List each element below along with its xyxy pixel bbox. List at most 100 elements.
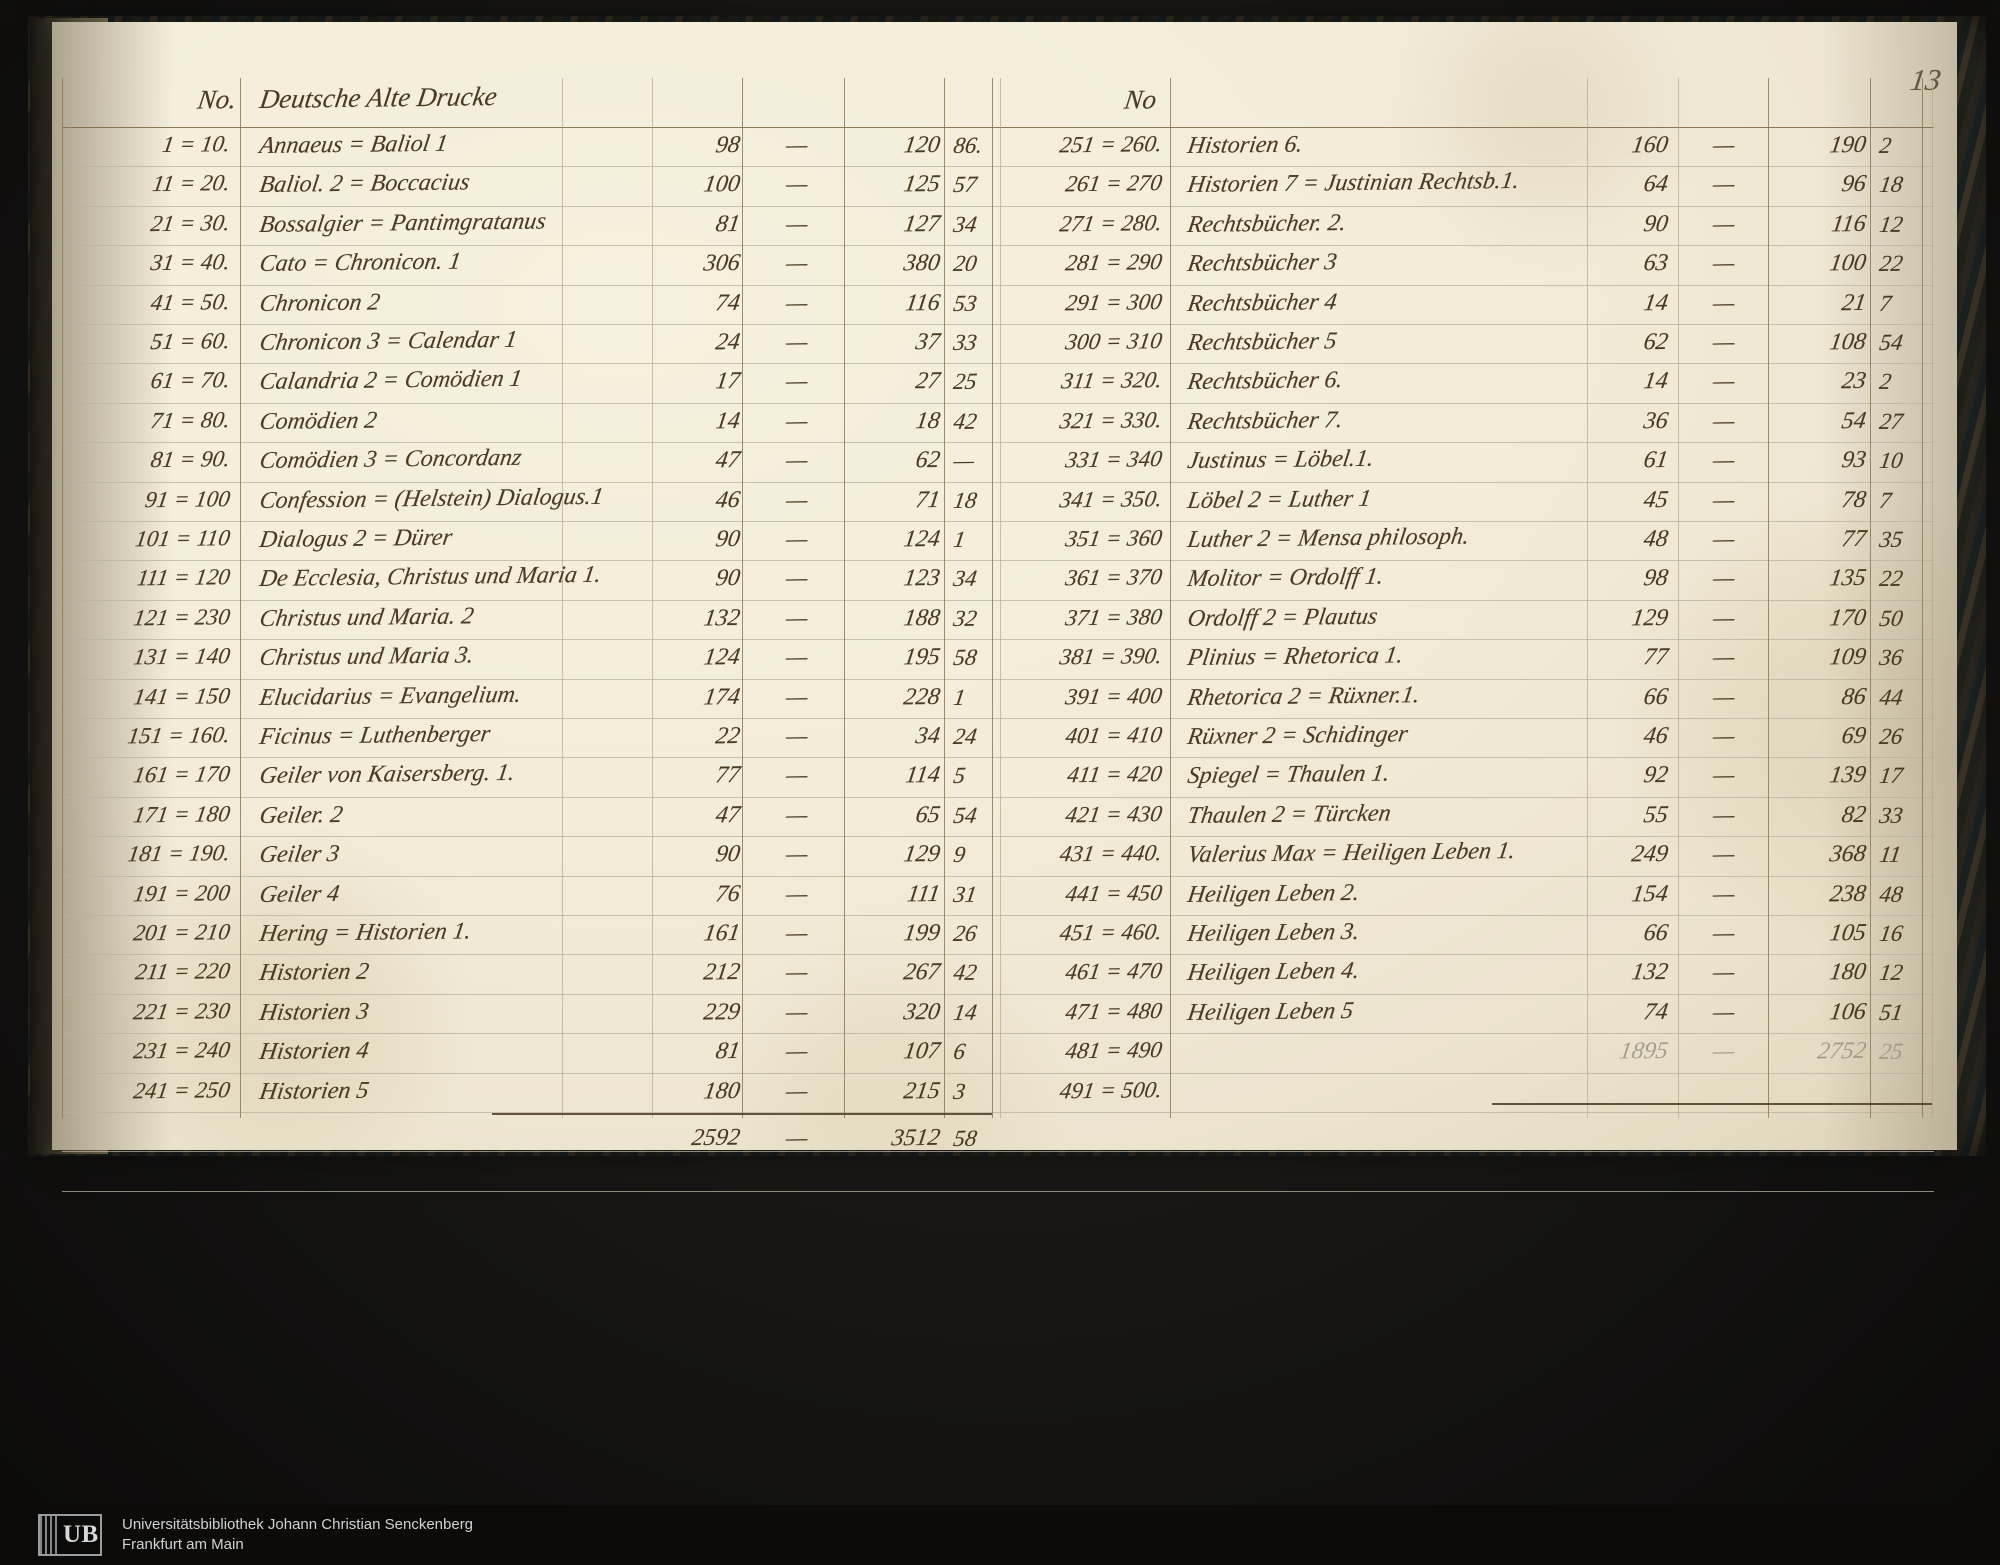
count-copies-right: 90	[1641, 210, 1670, 238]
dash-left: —	[784, 250, 810, 277]
count-copies-left: 14	[713, 407, 742, 435]
count-total-right: 238	[1827, 880, 1868, 907]
entry-name-right: Rechtsbücher. 2.	[1185, 209, 1348, 238]
count-copies-left: 98	[713, 132, 742, 159]
count-total-right: 105	[1827, 919, 1868, 947]
row-number-right: 291 = 300	[1063, 288, 1164, 315]
count-copies-left: 17	[713, 368, 742, 395]
dash-left: —	[784, 368, 810, 396]
total-sum-left: 3512	[889, 1124, 942, 1152]
dash-right: —	[1711, 211, 1737, 238]
dash-right: —	[1711, 250, 1737, 277]
count-total-left: 215	[901, 1077, 942, 1104]
count-extra-left: 57	[951, 172, 979, 198]
count-total-right: 2752	[1815, 1038, 1868, 1065]
row-number-right: 261 = 270	[1063, 170, 1164, 197]
count-total-right: 86	[1839, 683, 1868, 710]
dash-right: —	[1711, 880, 1737, 908]
count-extra-left: 86.	[951, 132, 985, 158]
rule-line	[62, 560, 1934, 562]
dash-right: —	[1711, 1038, 1737, 1065]
count-total-right: 23	[1839, 368, 1868, 395]
ub-logo-text: UB	[63, 1521, 99, 1548]
column-rule	[742, 78, 744, 1118]
entry-name-right: Rechtsbücher 5	[1185, 328, 1339, 356]
count-total-right: 109	[1827, 644, 1868, 671]
count-copies-left: 47	[713, 447, 742, 474]
dash-left: —	[784, 802, 810, 829]
dash-right: —	[1711, 683, 1737, 711]
dash-left: —	[784, 1038, 810, 1065]
count-copies-right: 61	[1641, 447, 1670, 474]
count-copies-right: 46	[1641, 722, 1670, 750]
column-rule	[1000, 78, 1001, 1118]
count-total-left: 62	[913, 447, 942, 474]
count-extra-left: 42	[951, 408, 979, 434]
entry-name-left: Geiler von Kaisersberg. 1.	[257, 760, 517, 790]
entry-name-right: Thaulen 2 = Türcken	[1185, 800, 1393, 829]
count-copies-left: 77	[713, 762, 742, 789]
count-extra-right: 18	[1877, 172, 1905, 198]
entry-name-left: Historien 4	[257, 1037, 371, 1066]
entry-name-left: Cato = Chronicon. 1	[257, 248, 463, 278]
row-number-right: 331 = 340	[1063, 446, 1164, 473]
total-copies-left: 2592	[689, 1124, 742, 1152]
total-dash-left: —	[784, 1125, 810, 1152]
count-extra-left: 1	[951, 684, 968, 710]
count-total-right: 54	[1839, 407, 1868, 434]
dash-right: —	[1711, 920, 1737, 947]
dash-left: —	[784, 408, 810, 435]
row-number-right: 391 = 400	[1063, 682, 1164, 709]
rule-line	[62, 915, 1934, 916]
dash-left: —	[784, 762, 810, 790]
count-extra-right: 16	[1877, 920, 1905, 946]
count-extra-left: 54	[951, 802, 979, 828]
count-extra-right: 11	[1877, 841, 1903, 868]
count-copies-left: 212	[701, 959, 742, 986]
count-total-left: 107	[901, 1038, 942, 1065]
column-rule	[70, 78, 71, 1118]
row-number-right: 451 = 460.	[1058, 919, 1164, 946]
count-copies-left: 22	[713, 723, 742, 750]
count-extra-left: 14	[951, 999, 979, 1025]
count-extra-left: 3	[951, 1078, 968, 1104]
row-number-right: 300 = 310	[1063, 328, 1164, 355]
count-total-left: 188	[901, 604, 942, 632]
row-number-left: 91 = 100	[143, 485, 232, 512]
watermark-footer: UB Universitätsbibliothek Johann Christi…	[0, 1505, 2000, 1565]
dash-left: —	[784, 683, 810, 711]
row-number-right: 361 = 370	[1063, 564, 1164, 591]
entry-name-left: De Ecclesia, Christus und Maria 1.	[257, 562, 603, 593]
row-number-right: 431 = 440.	[1058, 840, 1164, 867]
dash-left: —	[784, 565, 810, 593]
count-copies-left: 81	[713, 1038, 742, 1065]
count-copies-left: 306	[701, 250, 742, 277]
row-number-left: 221 = 230	[131, 997, 232, 1025]
header-left-no: No.	[195, 84, 239, 115]
count-copies-right: 36	[1641, 407, 1670, 435]
entry-name-left: Christus und Maria 3.	[257, 642, 476, 672]
row-number-right: 321 = 330.	[1058, 406, 1164, 434]
count-copies-right: 64	[1641, 171, 1670, 198]
row-number-right: 271 = 280.	[1058, 209, 1164, 237]
count-extra-left: 26	[951, 920, 979, 946]
count-copies-right: 14	[1641, 368, 1670, 395]
count-copies-right: 132	[1629, 959, 1670, 986]
count-total-left: 34	[913, 722, 942, 750]
count-total-left: 37	[913, 328, 942, 356]
dash-right: —	[1711, 408, 1737, 435]
entry-name-right: Rechtsbücher 7.	[1185, 406, 1345, 435]
count-total-left: 114	[903, 762, 942, 789]
rule-line	[62, 521, 1934, 522]
count-copies-right: 92	[1641, 762, 1670, 789]
row-number-left: 191 = 200	[131, 879, 232, 906]
count-copies-right: 249	[1629, 841, 1670, 868]
column-rule	[1768, 78, 1770, 1118]
count-extra-right: 26	[1877, 723, 1905, 749]
row-number-left: 61 = 70.	[149, 367, 232, 394]
count-total-right: 180	[1827, 959, 1868, 986]
count-extra-right: 12	[1877, 211, 1905, 237]
column-rule	[944, 78, 946, 1118]
rule-line	[62, 836, 1934, 838]
